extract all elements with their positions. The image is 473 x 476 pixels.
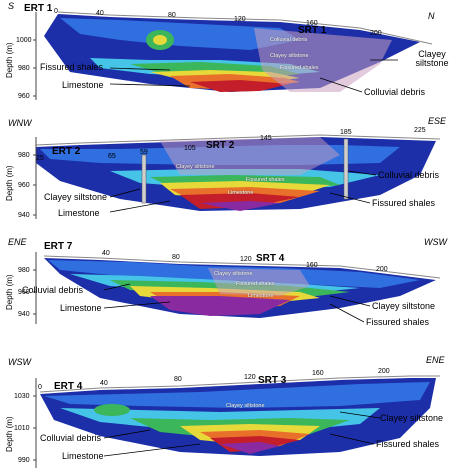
y-tick: 990 (18, 457, 30, 464)
inner-label: Clayey siltstone (214, 271, 253, 277)
x-tick: 160 (306, 262, 318, 269)
srt-title: SRT 3 (258, 375, 287, 386)
srt-title: SRT 1 (298, 25, 327, 36)
direction-left: WNW (8, 118, 32, 128)
y-axis-label: Depth (m) (5, 274, 14, 310)
profile-3-section (33, 252, 441, 324)
y-tick: 1010 (14, 425, 30, 432)
unit-label: Limestone (62, 80, 104, 90)
inner-label: Clayey siltstone (176, 164, 215, 170)
y-tick: 940 (18, 311, 30, 318)
x-tick: 40 (100, 380, 108, 387)
inner-label: Limestone (228, 190, 254, 196)
x-tick: 40 (102, 250, 110, 257)
x-tick: 80 (172, 254, 180, 261)
unit-label: Colluvial debris (364, 87, 426, 97)
y-axis-label: Depth (m) (5, 165, 14, 201)
y-tick: 980 (18, 267, 30, 274)
x-tick: 80 (174, 376, 182, 383)
inner-label: Clayey siltstone (270, 53, 309, 59)
x-tick: 25 (36, 155, 44, 162)
unit-label: Limestone (60, 303, 102, 313)
y-tick: 940 (18, 212, 30, 219)
direction-left: ENE (8, 237, 27, 247)
y-tick: 1000 (16, 37, 32, 44)
unit-label: Colluvial debris (22, 285, 84, 295)
x-tick: 185 (340, 129, 352, 136)
profile-panel-1: ERT 1 SRT 1 S N 0 40 80 120 160 200 Dept… (0, 0, 473, 112)
x-tick: 200 (378, 368, 390, 375)
inner-label: Fissured shales (246, 177, 285, 183)
inner-label: Colluvial debris (270, 37, 308, 43)
x-tick: 59 (140, 149, 148, 156)
srt-title: SRT 4 (256, 253, 285, 264)
profile-2-section (33, 134, 441, 219)
unit-label: Clayey siltstone (372, 301, 436, 311)
y-tick: 960 (18, 93, 30, 100)
unit-label: Colluvial debris (40, 433, 102, 443)
y-tick: 1030 (14, 393, 30, 400)
x-tick: 120 (240, 256, 252, 263)
direction-left: S (8, 1, 15, 11)
x-tick: 200 (376, 266, 388, 273)
profile-panel-4: ERT 4 SRT 3 WSW ENE 0 40 80 120 160 200 … (0, 348, 473, 476)
direction-right: N (428, 11, 435, 21)
unit-label: Limestone (58, 208, 100, 218)
y-axis-label: Depth (m) (5, 416, 14, 452)
x-tick: 65 (108, 153, 116, 160)
y-tick: 960 (18, 289, 30, 296)
unit-label: Clayey siltstone (44, 192, 108, 202)
x-tick: 80 (168, 12, 176, 19)
direction-right: ESE (428, 116, 447, 126)
x-tick: 0 (54, 8, 58, 15)
direction-right: ENE (426, 355, 445, 365)
y-tick: 980 (18, 65, 30, 72)
direction-right: WSW (424, 237, 447, 247)
unit-label: Clayey siltstone (415, 49, 449, 68)
unit-label: Fissured shales (366, 317, 430, 327)
x-tick: 160 (312, 370, 324, 377)
y-axis-label: Depth (m) (5, 42, 14, 78)
inner-label: Fissured shales (236, 281, 275, 287)
direction-left: WSW (8, 357, 31, 367)
unit-label: Fissured shales (40, 62, 104, 72)
unit-label: Fissured shales (372, 198, 436, 208)
ert-title: ERT 1 (24, 3, 53, 14)
x-tick: 40 (96, 10, 104, 17)
y-tick: 960 (18, 182, 30, 189)
profile-1-section (33, 11, 433, 100)
ert-title: ERT 7 (44, 241, 73, 252)
profile-panel-3: ERT 7 SRT 4 ENE WSW 40 80 120 160 200 De… (0, 234, 473, 344)
srt-title: SRT 2 (206, 140, 235, 151)
inner-label: Limestone (248, 293, 274, 299)
x-tick: 200 (370, 30, 382, 37)
unit-label: Clayey siltstone (380, 413, 444, 423)
unit-label: Limestone (62, 451, 104, 461)
x-tick: 120 (234, 16, 246, 23)
inner-label: Clayey siltstone (226, 403, 265, 409)
profile-panel-2: ERT 2 SRT 2 WNW ESE 25 65 59 105 145 185… (0, 115, 473, 230)
y-tick: 980 (18, 152, 30, 159)
ert-title: ERT 2 (52, 146, 81, 157)
x-tick: 225 (414, 127, 426, 134)
x-tick: 120 (244, 374, 256, 381)
x-tick: 160 (306, 20, 318, 27)
inner-label: Fissured shales (280, 65, 319, 71)
x-tick: 145 (260, 135, 272, 142)
profile-4-section (33, 375, 440, 468)
ert-title: ERT 4 (54, 381, 83, 392)
x-tick: 105 (184, 145, 196, 152)
unit-label: Fissured shales (376, 439, 440, 449)
x-tick: 0 (38, 384, 42, 391)
unit-label: Colluvial debris (378, 170, 440, 180)
